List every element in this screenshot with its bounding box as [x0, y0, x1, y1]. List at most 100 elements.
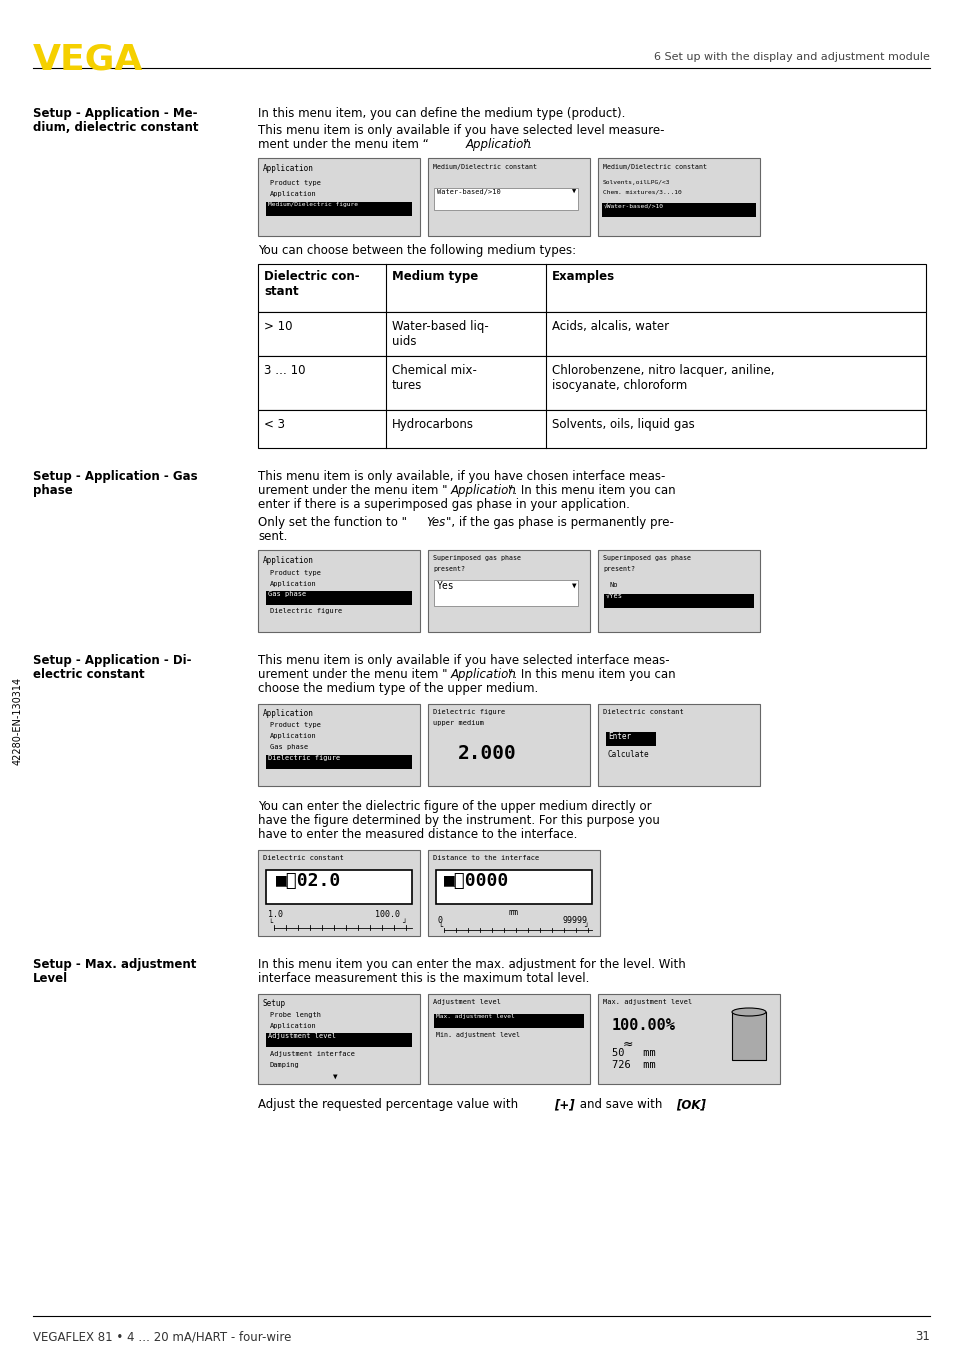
Text: This menu item is only available if you have selected level measure-: This menu item is only available if you …	[257, 125, 664, 137]
Text: Product type: Product type	[270, 180, 320, 185]
Text: Application: Application	[270, 191, 316, 196]
Text: Examples: Examples	[552, 269, 615, 283]
Bar	[598, 158, 760, 236]
Text: Probe length: Probe length	[270, 1011, 320, 1018]
Bar	[428, 704, 589, 787]
Text: No: No	[609, 582, 618, 588]
Text: Water-based/>10: Water-based/>10	[436, 190, 500, 195]
Bar	[731, 1011, 765, 1060]
Text: Solvents,oilLPG/<3: Solvents,oilLPG/<3	[602, 180, 670, 185]
Bar	[603, 594, 753, 608]
Bar	[266, 590, 412, 605]
Text: Superimposed gas phase: Superimposed gas phase	[602, 555, 690, 561]
Bar	[598, 704, 760, 787]
Text: [+]: [+]	[554, 1098, 574, 1112]
Text: dium, dielectric constant: dium, dielectric constant	[33, 121, 198, 134]
Bar	[257, 704, 419, 787]
Text: 726  mm: 726 mm	[612, 1060, 655, 1070]
Bar	[257, 410, 925, 448]
Text: 100.00%: 100.00%	[612, 1018, 675, 1033]
Text: present?: present?	[602, 566, 635, 571]
Text: Product type: Product type	[270, 722, 320, 728]
Text: ▼: ▼	[572, 190, 576, 195]
Bar	[428, 994, 589, 1085]
Text: 31: 31	[914, 1330, 929, 1343]
Text: urement under the menu item ": urement under the menu item "	[257, 483, 447, 497]
Text: and save with: and save with	[576, 1098, 665, 1112]
Text: Dielectric constant: Dielectric constant	[263, 854, 343, 861]
Text: ". In this menu item you can: ". In this menu item you can	[507, 668, 675, 681]
Text: enter if there is a superimposed gas phase in your application.: enter if there is a superimposed gas pha…	[257, 498, 629, 510]
Text: Gas phase: Gas phase	[268, 590, 306, 597]
Text: Enter: Enter	[607, 733, 631, 741]
Bar	[266, 202, 412, 217]
Text: Dielectric constant: Dielectric constant	[602, 709, 683, 715]
Bar	[428, 550, 589, 632]
Text: upper medium: upper medium	[433, 720, 483, 726]
Text: < 3: < 3	[264, 418, 285, 431]
Text: 0: 0	[437, 917, 442, 925]
Text: Chlorobenzene, nitro lacquer, aniline,
isocyanate, chloroform: Chlorobenzene, nitro lacquer, aniline, i…	[552, 364, 774, 393]
Text: Product type: Product type	[270, 570, 320, 575]
Text: Application: Application	[270, 1024, 316, 1029]
Text: present?: present?	[433, 566, 464, 571]
Text: Min. adjustment level: Min. adjustment level	[436, 1032, 519, 1039]
Text: ▼: ▼	[572, 581, 576, 590]
Bar	[601, 203, 755, 217]
Text: Max. adjustment level: Max. adjustment level	[602, 999, 692, 1005]
Text: 2.000: 2.000	[457, 743, 517, 764]
Text: √Water-based/>10: √Water-based/>10	[603, 203, 663, 209]
Text: Adjustment level: Adjustment level	[433, 999, 500, 1005]
Text: Dielectric figure: Dielectric figure	[270, 608, 342, 613]
Text: .: .	[701, 1098, 705, 1112]
Text: 50   mm: 50 mm	[612, 1048, 655, 1057]
Text: VEGA: VEGA	[33, 42, 143, 76]
Text: You can choose between the following medium types:: You can choose between the following med…	[257, 244, 576, 257]
Text: Application: Application	[451, 483, 517, 497]
Bar	[266, 871, 412, 904]
Bar	[257, 158, 419, 236]
Text: 42280-EN-130314: 42280-EN-130314	[13, 677, 23, 765]
Bar	[598, 550, 760, 632]
Text: ┘: ┘	[583, 923, 587, 930]
Text: In this menu item you can enter the max. adjustment for the level. With: In this menu item you can enter the max.…	[257, 959, 685, 971]
Bar	[428, 158, 589, 236]
Text: √Yes: √Yes	[605, 594, 622, 600]
Text: This menu item is only available if you have selected interface meas-: This menu item is only available if you …	[257, 654, 669, 668]
Bar	[257, 850, 419, 936]
Text: ■​02.0: ■​02.0	[275, 872, 341, 890]
Text: Yes: Yes	[436, 581, 455, 590]
Text: Medium type: Medium type	[392, 269, 477, 283]
Text: Distance to the interface: Distance to the interface	[433, 854, 538, 861]
Text: ", if the gas phase is permanently pre-: ", if the gas phase is permanently pre-	[446, 516, 673, 529]
Text: Application: Application	[263, 164, 314, 173]
Text: Acids, alcalis, water: Acids, alcalis, water	[552, 320, 668, 333]
Text: Hydrocarbons: Hydrocarbons	[392, 418, 474, 431]
Text: Chemical mix-
tures: Chemical mix- tures	[392, 364, 476, 393]
Text: 6 Set up with the display and adjustment module: 6 Set up with the display and adjustment…	[654, 51, 929, 62]
Text: Application: Application	[465, 138, 532, 152]
Bar	[266, 1033, 412, 1047]
Text: Medium/Dielectric constant: Medium/Dielectric constant	[602, 164, 706, 171]
Text: electric constant: electric constant	[33, 668, 145, 681]
Text: Water-based liq-
uids: Water-based liq- uids	[392, 320, 488, 348]
Text: Application: Application	[263, 709, 314, 718]
Text: Solvents, oils, liquid gas: Solvents, oils, liquid gas	[552, 418, 694, 431]
Text: have the figure determined by the instrument. For this purpose you: have the figure determined by the instru…	[257, 814, 659, 827]
Bar	[266, 756, 412, 769]
Text: Dielectric con-
stant: Dielectric con- stant	[264, 269, 359, 298]
Text: Calculate: Calculate	[607, 750, 649, 760]
Text: This menu item is only available, if you have chosen interface meas-: This menu item is only available, if you…	[257, 470, 664, 483]
Text: ■​0000: ■​0000	[443, 872, 509, 890]
Text: 1.0: 1.0	[268, 910, 283, 919]
Text: interface measurement this is the maximum total level.: interface measurement this is the maximu…	[257, 972, 589, 984]
Text: Adjustment interface: Adjustment interface	[270, 1051, 355, 1057]
Text: Setup: Setup	[263, 999, 286, 1007]
Text: Chem. mixtures/3...10: Chem. mixtures/3...10	[602, 190, 681, 195]
Bar	[257, 356, 925, 410]
Text: 99999: 99999	[562, 917, 587, 925]
Bar	[257, 550, 419, 632]
Text: phase: phase	[33, 483, 72, 497]
Bar	[434, 188, 578, 210]
Bar	[605, 733, 656, 746]
